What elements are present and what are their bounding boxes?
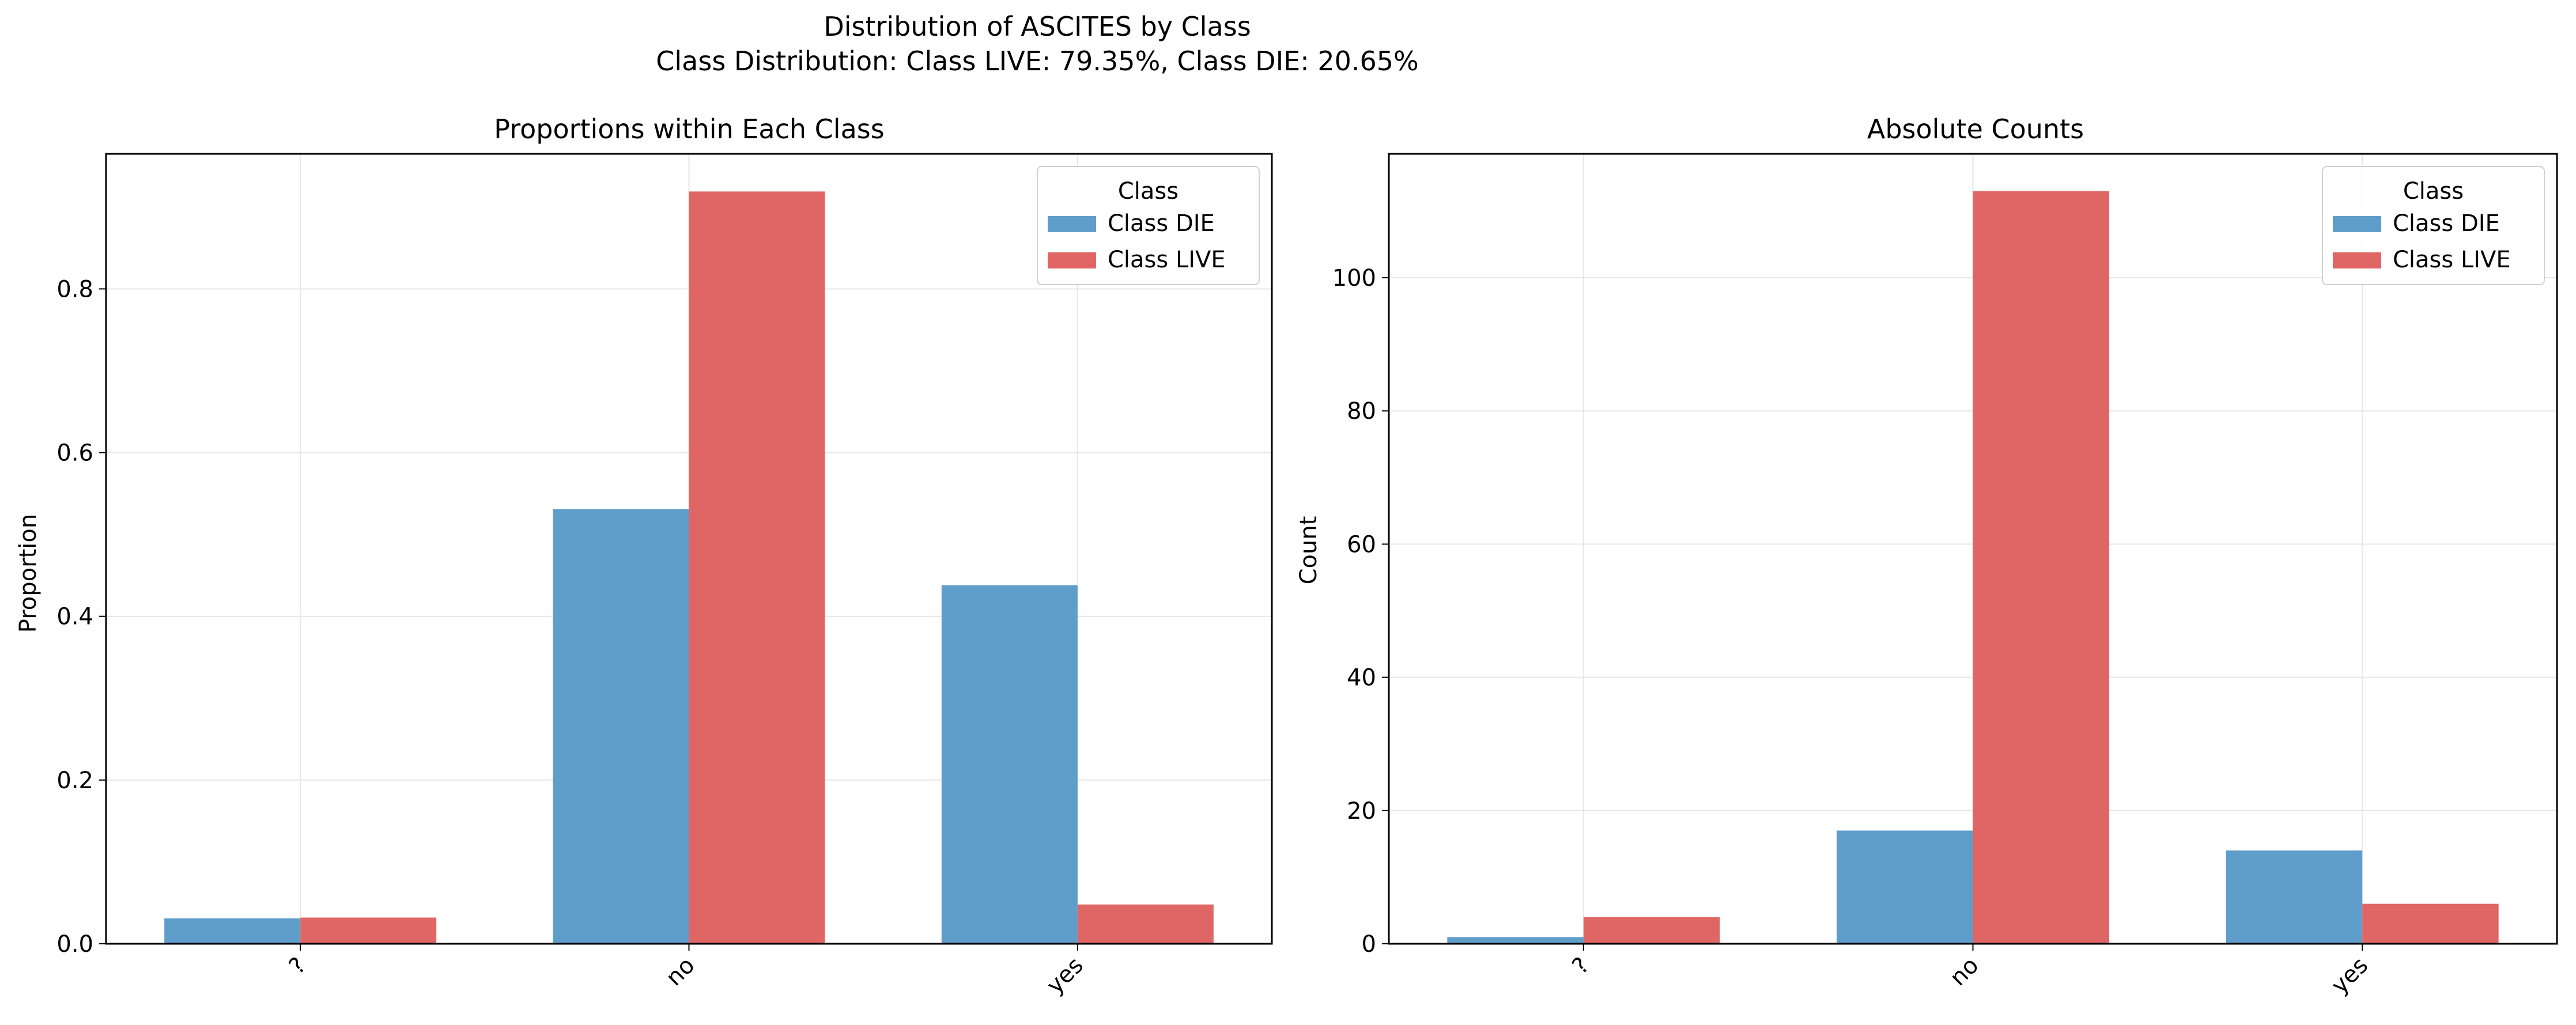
y-axis-label: Count — [1295, 516, 1322, 585]
figure-subtitle: Class Distribution: Class LIVE: 79.35%, … — [656, 46, 1418, 77]
legend-label-die: Class DIE — [2393, 210, 2500, 237]
bar-live-2 — [2362, 903, 2499, 944]
y-tick-label: 0 — [1362, 931, 1376, 958]
x-tick-label: no — [1945, 952, 1984, 992]
chart-panel-proportions: Proportions within Each Class Proportion… — [15, 114, 1273, 999]
bar-die-0 — [164, 918, 301, 944]
legend-swatch-live — [2333, 252, 2381, 268]
y-tick-label: 100 — [1332, 265, 1376, 292]
legend-title: Class — [1118, 178, 1179, 205]
bar-die-0 — [1447, 937, 1584, 944]
figure-title: Distribution of ASCITES by Class — [824, 11, 1251, 42]
x-tick-label: yes — [2326, 952, 2373, 999]
y-tick-label: 0.0 — [56, 931, 93, 958]
plot-frame — [105, 153, 1273, 945]
bar-die-2 — [2226, 850, 2363, 944]
bar-die-1 — [553, 509, 689, 944]
y-axis-label: Proportion — [15, 514, 41, 633]
bars — [1447, 191, 2499, 944]
y-tick-label: 80 — [1347, 398, 1376, 425]
x-tick-label: no — [661, 952, 700, 992]
x-tick-label: ? — [1567, 952, 1595, 980]
bar-live-1 — [689, 191, 825, 944]
legend-label-die: Class DIE — [1108, 210, 1215, 237]
x-tick-label: ? — [284, 952, 312, 980]
bar-die-2 — [941, 585, 1078, 944]
legend-label-live: Class LIVE — [1108, 247, 1226, 273]
y-tick-label: 20 — [1347, 798, 1376, 824]
bar-live-0 — [1583, 917, 1720, 944]
bar-live-2 — [1077, 904, 1214, 944]
bar-live-0 — [300, 917, 437, 944]
y-tick-label: 0.6 — [56, 440, 93, 467]
plot-frame — [1388, 153, 2558, 945]
legend: Class Class DIE Class LIVE — [2322, 166, 2545, 285]
chart-title: Absolute Counts — [1867, 114, 2084, 145]
y-tick-label: 0.8 — [56, 276, 93, 302]
bar-die-1 — [1837, 830, 1973, 944]
x-tick-label: yes — [1041, 952, 1088, 999]
legend: Class Class DIE Class LIVE — [1037, 166, 1260, 285]
legend-swatch-die — [1048, 216, 1096, 232]
legend-swatch-die — [2333, 216, 2381, 232]
legend-label-live: Class LIVE — [2393, 247, 2511, 273]
y-tick-label: 40 — [1347, 665, 1376, 691]
bar-live-1 — [1973, 191, 2109, 944]
legend-swatch-live — [1048, 252, 1096, 268]
chart-title: Proportions within Each Class — [494, 114, 884, 145]
y-tick-label: 0.4 — [56, 604, 93, 630]
y-tick-label: 0.2 — [56, 767, 93, 794]
bars — [164, 191, 1214, 944]
y-tick-label: 60 — [1347, 531, 1376, 558]
legend-title: Class — [2403, 178, 2464, 205]
chart-panel-counts: Absolute Counts Count 0 20 40 60 80 100? no yes… — [1295, 114, 2558, 999]
